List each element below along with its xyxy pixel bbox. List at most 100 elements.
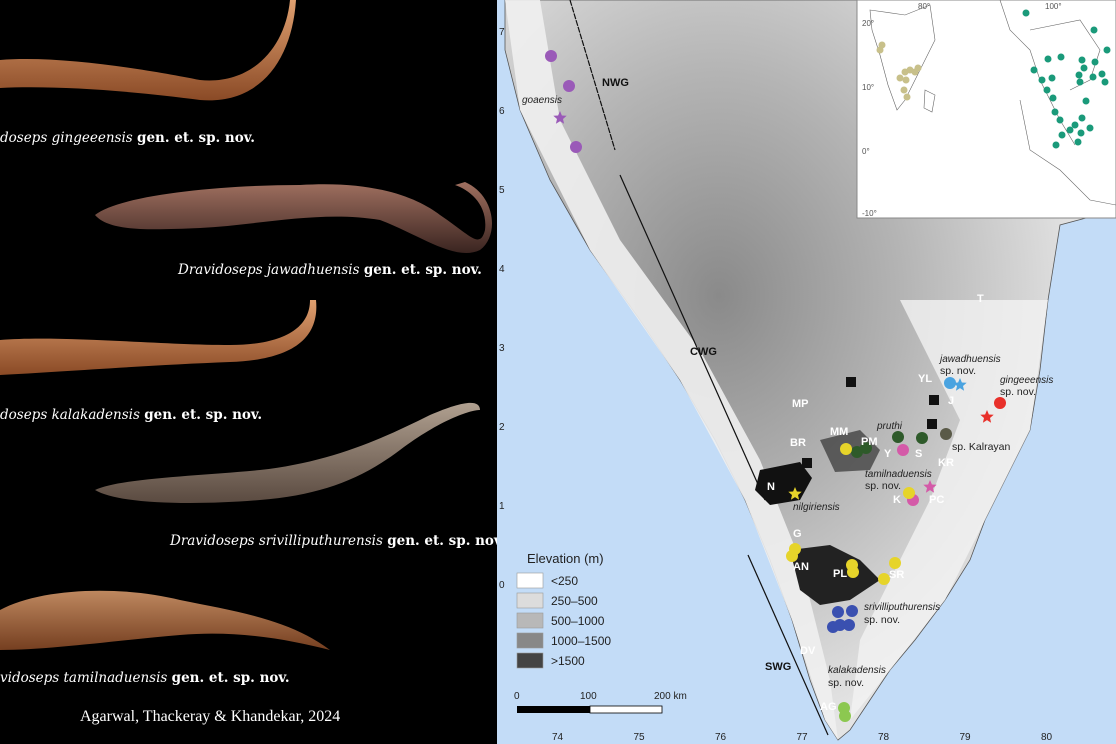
species-name: srivilliputhurensis — [258, 533, 383, 549]
site-label-dv: DV — [800, 645, 816, 657]
site-label-j: J — [948, 395, 954, 407]
legend-label: 1000–1500 — [551, 634, 611, 648]
locality-point-srivilliputhurensis — [843, 619, 855, 631]
scale-bar: 0 100 200 km — [514, 691, 687, 714]
inset-point-sea — [1056, 116, 1064, 124]
lon-tick: 76 — [715, 732, 727, 743]
locality-point-pruthi — [851, 446, 863, 458]
site-label-mm: MM — [830, 426, 848, 438]
inset-point-sea — [1071, 121, 1079, 129]
genus-name: doseps — [0, 130, 48, 146]
genus-name: vidoseps — [0, 670, 60, 686]
caption-gingeeensis: doseps gingeeensis gen. et. sp. nov. — [0, 130, 255, 146]
locality-point-tamilnaduensis — [897, 444, 909, 456]
genus-name: Dravidoseps — [170, 533, 255, 549]
lon-tick: 78 — [878, 732, 890, 743]
label-swg: SWG — [765, 661, 791, 673]
longitude-ticks: 74 75 76 77 78 79 80 — [552, 732, 1053, 743]
lat-tick: 4 — [499, 264, 505, 275]
inset-point-sea — [1052, 141, 1060, 149]
inset-lat-10: 10° — [862, 83, 874, 92]
label-pruthi: pruthi — [876, 421, 903, 432]
label-goaensis: goaensis — [522, 95, 562, 106]
inset-point-india — [900, 86, 908, 94]
specimen-photo-panel: doseps gingeeensis gen. et. sp. nov. Dra… — [0, 0, 497, 744]
inset-lon-80: 80° — [918, 2, 930, 11]
site-label-mp: MP — [792, 398, 809, 410]
site-label-y: Y — [884, 448, 892, 460]
lat-tick: 1 — [499, 501, 505, 512]
caption-tamilnaduensis: vidoseps tamilnaduensis gen. et. sp. nov… — [0, 670, 290, 686]
locality-point-nilgiriensis — [889, 557, 901, 569]
caption-kalakadensis: doseps kalakadensis gen. et. sp. nov. — [0, 407, 262, 423]
type-locality-star-jawadhuensis — [953, 378, 967, 391]
caption-suffix: gen. et. sp. nov. — [387, 533, 497, 549]
label-gingeeensis: gingeeensis — [1000, 375, 1053, 386]
type-locality-star-goaensis — [553, 111, 567, 124]
locality-point-goaensis — [570, 141, 582, 153]
inset-point-sea — [1075, 71, 1083, 79]
legend-title: Elevation (m) — [527, 551, 604, 566]
inset-point-india — [903, 93, 911, 101]
inset-point-sea — [1080, 64, 1088, 72]
inset-point-sea — [1049, 94, 1057, 102]
legend-label: >1500 — [551, 654, 585, 668]
caption-suffix: gen. et. sp. nov. — [144, 407, 263, 423]
inset-point-sea — [1044, 55, 1052, 63]
lon-tick: 79 — [960, 732, 972, 743]
inset-map: 80° 100° 20° 10° 0° -10° — [856, 0, 1116, 219]
site-label-t: T — [977, 293, 984, 305]
site-label-sr: SR — [889, 569, 904, 581]
site-label-g: G — [793, 528, 802, 540]
caption-suffix: gen. et. sp. nov. — [363, 262, 482, 278]
nwg-boundary-line — [569, 0, 616, 151]
inset-point-sea — [1078, 56, 1086, 64]
inset-point-india — [914, 64, 922, 72]
inset-point-sea — [1038, 76, 1046, 84]
inset-lat-minus10: -10° — [862, 209, 877, 218]
scale-tick-0: 0 — [514, 691, 520, 702]
scale-tick-100: 100 — [580, 691, 597, 702]
inset-point-sea — [1030, 66, 1038, 74]
inset-lat-20: 20° — [862, 19, 874, 28]
genus-name: Dravidoseps — [178, 262, 263, 278]
lizard-srivilliputhurensis — [95, 402, 480, 503]
label-srivilliputhurensis: srivilliputhurensis — [864, 602, 940, 613]
label-nilgiriensis: nilgiriensis — [793, 502, 840, 513]
scale-tick-200: 200 km — [654, 691, 687, 702]
locality-point-srivilliputhurensis — [832, 606, 844, 618]
inset-point-sea — [1101, 78, 1109, 86]
label-kalakadensis-sub: sp. nov. — [828, 677, 864, 689]
locality-point-nilgiriensis — [786, 550, 798, 562]
inset-point-sea — [1103, 46, 1111, 54]
locality-point-jawadhuensis — [944, 377, 956, 389]
species-name: gingeeensis — [51, 130, 133, 146]
legend-label: <250 — [551, 574, 578, 588]
genus-name: doseps — [0, 407, 48, 423]
label-srivilliputhurensis-sub: sp. nov. — [864, 614, 900, 626]
label-jawadhuensis: jawadhuensis — [938, 354, 1001, 365]
lizard-jawadhuensis — [95, 182, 492, 253]
anamalai-high — [790, 545, 880, 605]
lon-tick: 75 — [634, 732, 646, 743]
inset-point-sea — [1051, 108, 1059, 116]
site-label-pc: PC — [929, 494, 944, 506]
inset-point-sea — [1098, 70, 1106, 78]
site-label-br: BR — [790, 437, 806, 449]
species-name: kalakadensis — [51, 407, 140, 423]
other-locality-square — [802, 458, 812, 468]
site-label-yl: YL — [918, 373, 932, 385]
label-nwg: NWG — [602, 77, 629, 89]
label-gingeeensis-sub: sp. nov. — [1000, 386, 1036, 398]
label-kalakadensis: kalakadensis — [828, 665, 886, 676]
lon-tick: 74 — [552, 732, 564, 743]
inset-point-india — [896, 74, 904, 82]
other-locality-square — [927, 419, 937, 429]
caption-srivilliputhurensis: Dravidoseps srivilliputhurensis gen. et.… — [170, 533, 497, 549]
inset-point-sea — [1091, 58, 1099, 66]
locality-point-pruthi — [892, 431, 904, 443]
inset-point-sea — [1066, 126, 1074, 134]
type-locality-star-gingeeensis — [980, 410, 994, 423]
legend-label: 250–500 — [551, 594, 598, 608]
cwg-boundary-line — [619, 174, 766, 501]
